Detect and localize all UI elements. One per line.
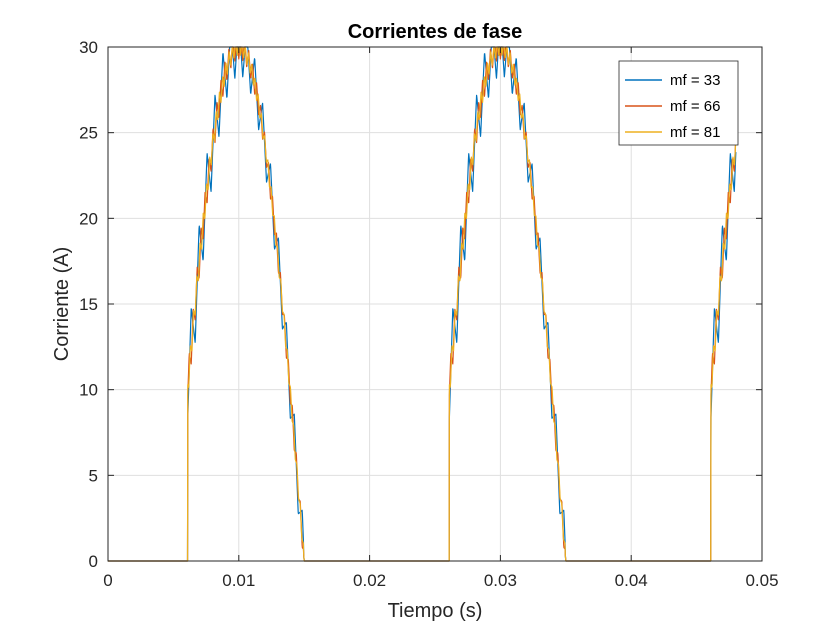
x-tick-label: 0.02 [353,571,386,590]
x-tick-label: 0.01 [222,571,255,590]
y-tick-label: 25 [79,124,98,143]
legend: mf = 33 mf = 66 mf = 81 [618,60,739,146]
x-tick-label: 0.03 [484,571,517,590]
y-tick-label: 5 [89,466,98,485]
y-axis: 0 5 10 15 20 25 30 [79,38,762,571]
x-axis: 0 0.01 0.02 0.03 0.04 0.05 [103,47,779,590]
y-tick-label: 20 [79,209,98,228]
legend-box [618,60,739,146]
y-tick-label: 0 [89,552,98,571]
chart-title: Corrientes de fase [348,21,523,43]
legend-entry: mf = 66 [670,98,720,115]
legend-entry: mf = 81 [670,124,720,141]
x-axis-label: Tiempo (s) [388,600,483,622]
y-axis-label: Corriente (A) [51,247,73,361]
grid [107,46,763,562]
legend-entry: mf = 33 [670,72,720,89]
y-tick-label: 30 [79,38,98,57]
y-tick-label: 15 [79,295,98,314]
y-tick-label: 10 [79,381,98,400]
x-tick-label: 0 [103,571,112,590]
x-tick-label: 0.04 [615,571,648,590]
x-tick-label: 0.05 [745,571,778,590]
